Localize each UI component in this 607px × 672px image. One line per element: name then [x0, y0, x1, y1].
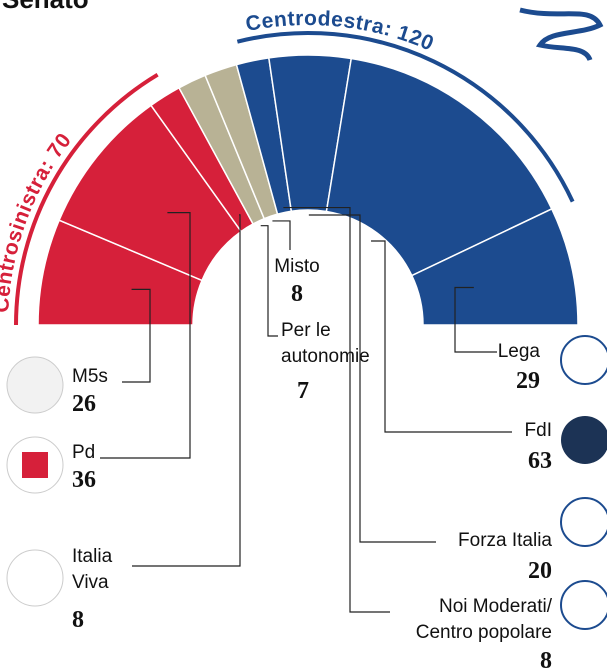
logo-stroke: [519, 7, 604, 62]
category-label: Noi Moderati/Centro popolare: [416, 596, 553, 643]
logo-fdi: [561, 416, 607, 464]
value-label: 8: [291, 281, 303, 307]
chart-title: Senato: [2, 0, 89, 14]
group-bracket: [14, 72, 159, 326]
value-label: 8: [72, 607, 84, 633]
logo-nm: [560, 580, 607, 630]
logo-iv: [6, 549, 64, 607]
logo-lega: [560, 335, 607, 385]
segment: [410, 207, 579, 326]
segment: [325, 57, 553, 277]
value-label: 36: [72, 467, 96, 493]
category-label: Per le autonomie: [281, 320, 370, 367]
category-label: Forza Italia: [458, 530, 552, 551]
value-label: 63: [528, 448, 552, 474]
category-label: Lega: [498, 341, 541, 362]
logo-m5s: [6, 356, 64, 414]
value-label: 7: [297, 378, 309, 404]
group-label-text: Centrodestra: 120: [244, 7, 437, 56]
leader-line: [308, 214, 436, 543]
leader-line: [283, 206, 390, 613]
value-label: 29: [516, 368, 540, 394]
leader-line: [100, 212, 191, 459]
group-label: Centrodestra: 120: [244, 7, 437, 56]
category-label: M5s: [72, 366, 108, 387]
logo-pd-mark: [22, 452, 48, 478]
category-label: FdI: [525, 420, 552, 441]
value-label: 26: [72, 391, 96, 417]
value-label: 8: [540, 648, 552, 672]
party-logos: [6, 335, 607, 630]
leader-line: [132, 214, 241, 567]
group-bracket: [236, 31, 575, 203]
category-label: Pd: [72, 442, 95, 463]
leader-line: [371, 240, 512, 433]
leader-line: [122, 288, 151, 383]
logo: [519, 7, 604, 62]
category-label: Misto: [274, 256, 319, 277]
category-label: Italia Viva: [72, 546, 113, 593]
logo-fi: [560, 497, 607, 547]
value-label: 20: [528, 558, 552, 584]
leader-line: [272, 220, 291, 250]
leader-line: [454, 286, 497, 353]
leader-line: [260, 225, 278, 337]
